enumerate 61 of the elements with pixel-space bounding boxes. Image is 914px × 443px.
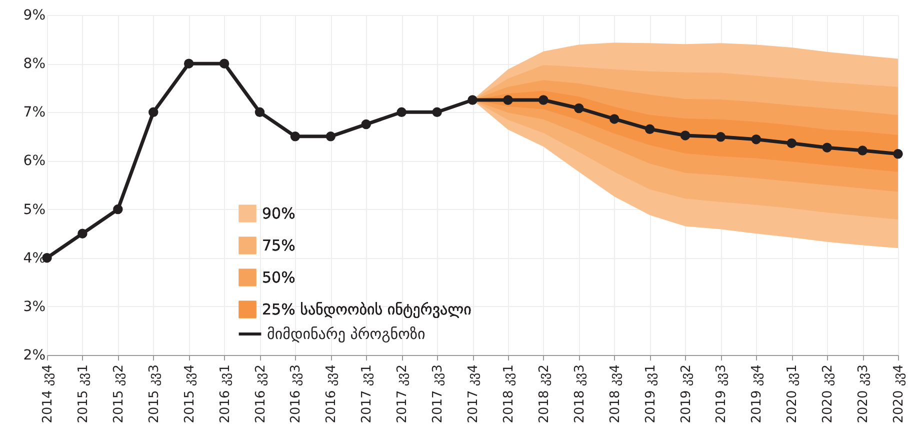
point bbox=[716, 132, 726, 142]
point bbox=[254, 107, 265, 118]
x-tick-label: 2017 კვ4 bbox=[466, 364, 481, 424]
x-tick-label: 2016 კვ1 bbox=[218, 364, 233, 424]
x-tick-label: 2016 კვ4 bbox=[324, 364, 340, 424]
y-tick-label: 9% bbox=[23, 8, 46, 24]
x-tick-label: 2018 კვ2 bbox=[536, 364, 552, 424]
x-tick-label: 2015 კვ2 bbox=[111, 364, 126, 424]
point bbox=[609, 114, 620, 124]
x-tick-label: 2014 კვ4 bbox=[40, 364, 56, 424]
x-tick-label: 2015 კვ4 bbox=[182, 364, 198, 424]
x-tick-label: 2018 კვ3 bbox=[572, 364, 588, 424]
y-tick-label: 7% bbox=[23, 104, 46, 121]
point bbox=[503, 95, 513, 105]
x-tick-label: 2016 კვ2 bbox=[253, 364, 268, 424]
x-tick-label: 2019 კვ2 bbox=[678, 364, 694, 424]
x-tick-label: 2018 კვ1 bbox=[501, 364, 516, 424]
point bbox=[148, 107, 158, 118]
x-tick-label: 2015 კვ1 bbox=[76, 364, 91, 424]
point bbox=[751, 134, 762, 144]
point bbox=[113, 204, 123, 214]
legend-label: 75% bbox=[262, 236, 296, 254]
point bbox=[184, 58, 194, 68]
x-tick-label: 2020 კვ2 bbox=[820, 364, 836, 424]
point bbox=[326, 132, 336, 142]
x-tick-label: 2019 კვ1 bbox=[643, 364, 658, 424]
y-tick-label: 2% bbox=[23, 348, 46, 364]
point bbox=[290, 132, 300, 142]
point bbox=[858, 146, 868, 156]
x-tick-label: 2020 კვ4 bbox=[892, 364, 906, 424]
x-tick-label: 2017 კვ2 bbox=[395, 364, 410, 424]
legend-label: მიმდინარე პროგნოზი bbox=[267, 325, 426, 343]
y-tick-label: 5% bbox=[23, 202, 46, 218]
point bbox=[893, 149, 903, 159]
y-tick-label: 3% bbox=[23, 298, 46, 315]
x-tick-label: 2020 კვ1 bbox=[785, 364, 800, 424]
x-tick-label: 2017 კვ3 bbox=[430, 364, 446, 424]
point bbox=[786, 138, 796, 148]
point bbox=[396, 107, 406, 118]
y-tick-label: 8% bbox=[23, 56, 46, 72]
point bbox=[644, 124, 655, 134]
point bbox=[574, 103, 584, 114]
point bbox=[680, 130, 690, 140]
x-tick-label: 2019 კვ3 bbox=[714, 364, 730, 424]
x-tick-label: 2015 კვ3 bbox=[146, 364, 162, 424]
point bbox=[468, 95, 478, 105]
point bbox=[432, 107, 442, 118]
point bbox=[538, 95, 548, 105]
x-tick-label: 2020 კვ3 bbox=[856, 364, 872, 424]
legend-label: 25% სანდოობის ინტერვალი bbox=[262, 300, 472, 318]
x-tick-label: 2016 კვ3 bbox=[288, 364, 304, 424]
point bbox=[219, 58, 230, 68]
point bbox=[822, 142, 832, 152]
y-tick-label: 6% bbox=[23, 153, 46, 170]
point bbox=[361, 119, 371, 130]
x-tick-label: 2019 კვ4 bbox=[750, 364, 765, 424]
point bbox=[78, 228, 88, 238]
x-tick-label: 2018 კვ4 bbox=[608, 364, 623, 424]
legend-label: 50% bbox=[262, 268, 296, 286]
x-tick-label: 2017 კვ1 bbox=[360, 364, 375, 424]
legend-label: 90% bbox=[262, 204, 296, 222]
